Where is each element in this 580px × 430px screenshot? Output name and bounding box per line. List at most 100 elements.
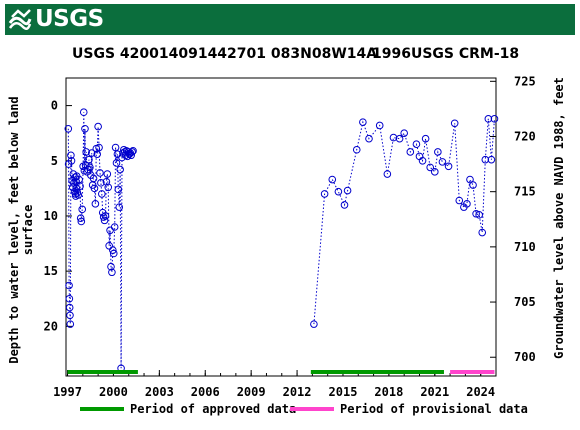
legend-provisional-label: Period of provisional data — [340, 402, 528, 416]
series-lines — [67, 112, 495, 369]
x-tick-label: 2006 — [191, 385, 220, 399]
x-tick-label: 1997 — [53, 385, 82, 399]
data-point — [109, 249, 118, 258]
data-point — [108, 268, 116, 277]
legend-approved-label: Period of approved data — [130, 402, 296, 416]
data-point — [103, 170, 112, 178]
data-point — [310, 320, 318, 328]
data-point — [107, 262, 115, 271]
usgs-logo: USGS — [8, 5, 104, 33]
data-point — [426, 163, 434, 172]
data-point — [463, 200, 471, 208]
x-tick-label: 2000 — [99, 385, 128, 399]
right-tick-label: 705 — [514, 295, 536, 309]
data-point — [91, 200, 100, 208]
series-points — [64, 108, 499, 373]
data-point — [112, 159, 121, 167]
data-point — [86, 163, 94, 172]
data-point — [365, 134, 373, 143]
data-point — [430, 168, 439, 176]
x-tick-label: 2021 — [420, 385, 449, 399]
data-point — [478, 228, 487, 237]
data-point — [66, 320, 75, 328]
left-tick-label: 5 — [51, 154, 58, 168]
right-tick-label: 720 — [514, 129, 536, 143]
data-point — [71, 173, 79, 182]
data-point — [469, 181, 477, 189]
banner-bar — [5, 4, 575, 35]
right-axis-label: Groundwater level above NAVD 1988, feet — [552, 77, 566, 359]
data-point — [90, 184, 99, 193]
right-tick-label: 700 — [514, 350, 536, 364]
legend: Period of approved data Period of provis… — [80, 402, 528, 416]
data-point — [96, 169, 104, 177]
data-point — [129, 147, 137, 155]
data-point — [400, 129, 408, 137]
data-point — [66, 311, 74, 320]
x-tick-label: 2018 — [374, 385, 403, 399]
x-tick-label: 2024 — [466, 385, 495, 399]
data-point — [116, 165, 124, 174]
data-point — [68, 183, 77, 192]
data-point — [421, 134, 430, 143]
data-point — [352, 145, 361, 154]
data-point — [67, 156, 76, 165]
data-point — [98, 190, 106, 198]
left-tick-label: 15 — [44, 264, 58, 278]
left-tick-label: 20 — [44, 319, 58, 333]
data-point — [67, 151, 75, 160]
data-point — [434, 148, 442, 156]
data-point — [89, 174, 98, 183]
data-point — [94, 122, 102, 131]
data-point — [128, 148, 136, 156]
right-tick-label: 725 — [514, 74, 536, 88]
data-point — [444, 162, 453, 171]
left-tick-label: 10 — [44, 209, 58, 223]
data-point — [359, 118, 367, 126]
data-point — [475, 211, 483, 219]
data-point — [127, 151, 135, 160]
chart-title-left: USGS 420014091442701 083N08W14A — [72, 46, 377, 62]
data-point — [65, 281, 73, 290]
data-point — [343, 186, 352, 195]
data-point — [76, 214, 85, 222]
data-point — [418, 156, 427, 165]
usgs-banner: USGS — [0, 0, 580, 38]
data-point — [65, 303, 74, 312]
data-point — [77, 217, 86, 226]
left-axis-ticks: 0 5 10 15 20 — [44, 99, 72, 333]
right-tick-label: 710 — [514, 240, 536, 254]
right-axis-ticks: 725 720 715 710 705 700 — [490, 74, 536, 364]
data-point — [78, 205, 87, 214]
data-point — [340, 201, 349, 209]
data-point — [76, 182, 84, 190]
x-tick-label: 2012 — [283, 385, 312, 399]
data-point — [328, 175, 337, 184]
data-point — [109, 246, 117, 254]
left-axis-label-line1: Depth to water level, feet below land — [7, 96, 21, 363]
data-point — [320, 190, 329, 198]
data-point — [65, 294, 74, 303]
plot-frame — [65, 77, 497, 377]
x-axis-ticks: 1997 2000 2003 2006 2009 2012 2015 2018 2021 2024 — [53, 370, 497, 399]
data-point — [87, 149, 96, 157]
data-point — [383, 170, 392, 178]
data-point — [85, 155, 93, 164]
data-point — [79, 108, 88, 117]
data-point — [110, 223, 119, 231]
data-point — [95, 143, 103, 152]
data-point — [97, 179, 105, 187]
chart-title-right: 1996USGS CRM-18 — [372, 46, 519, 62]
data-point — [375, 121, 384, 130]
data-point — [81, 124, 89, 133]
data-point — [105, 241, 113, 250]
x-tick-label: 2015 — [329, 385, 358, 399]
x-tick-label: 2003 — [145, 385, 174, 399]
data-point — [99, 213, 108, 221]
data-point — [438, 158, 447, 166]
data-point — [104, 183, 113, 192]
series-line-1 — [67, 112, 134, 369]
data-point — [82, 148, 90, 156]
data-point — [74, 191, 83, 199]
